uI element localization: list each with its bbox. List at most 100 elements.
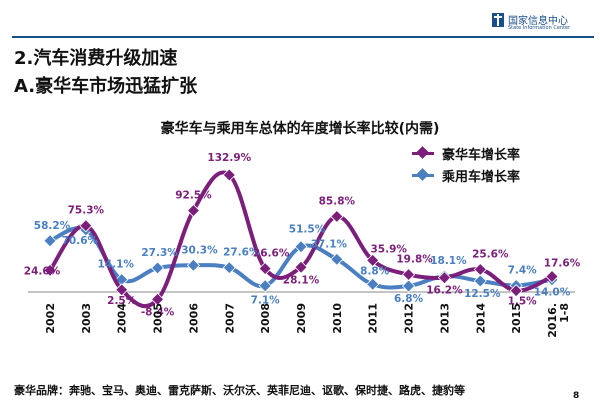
- passenger-point-3: [151, 261, 165, 275]
- footnote-luxury-brands: 豪华品牌：奔驰、宝马、奥迪、雷克萨斯、沃尔沃、英菲尼迪、讴歌、保时捷、路虎、捷豹…: [14, 384, 465, 397]
- x-tick-text-5-0: 2007: [223, 303, 236, 334]
- x-tick-text-10-0: 2012: [403, 303, 416, 334]
- header-divider: [12, 36, 594, 38]
- luxury-point-2: [115, 283, 129, 297]
- logo-english-text: State Information Center: [508, 25, 571, 31]
- x-tick-text-13-0: 2015: [510, 303, 523, 334]
- luxury-point-9: [366, 253, 380, 267]
- passenger-point-12: [473, 274, 487, 288]
- passenger-point-6: [258, 279, 272, 293]
- x-tick-label-5: 2007: [223, 303, 236, 334]
- page-number: 8: [573, 391, 580, 401]
- subsection-heading: A.豪华车市场迅猛扩张: [14, 76, 198, 97]
- luxury-point-10: [402, 268, 416, 282]
- x-tick-text-2-0: 2004: [116, 303, 129, 334]
- x-tick-label-3: 2005: [152, 303, 165, 334]
- x-tick-label-0: 2002: [44, 303, 57, 334]
- luxury-data-label-0: 24.6%: [24, 265, 61, 277]
- luxury-point-3: [151, 292, 165, 306]
- chart-legend: 豪华车增长率 乘用车增长率: [412, 144, 572, 188]
- x-tick-text-14-1: 1-8: [558, 303, 571, 323]
- passenger-data-label-0: 58.2%: [34, 220, 71, 232]
- luxury-point-1: [79, 219, 93, 233]
- x-tick-label-13: 2015: [510, 303, 523, 334]
- x-tick-label-7: 2009: [295, 303, 308, 334]
- passenger-data-label-4: 30.3%: [181, 244, 218, 256]
- passenger-data-label-9: 8.8%: [360, 265, 390, 277]
- luxury-point-7: [294, 260, 308, 274]
- passenger-point-4: [186, 258, 200, 272]
- x-tick-label-14: 2016. 1-8: [546, 303, 571, 338]
- passenger-data-label-3: 27.3%: [141, 247, 178, 259]
- logo-mark-icon: [492, 13, 504, 27]
- x-tick-label-9: 2011: [367, 303, 380, 334]
- luxury-point-11: [437, 271, 451, 285]
- passenger-point-10: [402, 279, 416, 293]
- luxury-series-line: [48, 170, 553, 309]
- x-tick-label-8: 2010: [331, 303, 344, 334]
- luxury-point-6: [258, 262, 272, 276]
- luxury-data-label-6: 26.6%: [253, 248, 290, 260]
- legend-item-luxury: 豪华车增长率: [412, 144, 572, 166]
- x-tick-label-1: 2003: [80, 303, 93, 334]
- luxury-data-label-9: 35.9%: [370, 243, 407, 255]
- legend-item-passenger: 乘用车增长率: [412, 166, 572, 188]
- luxury-point-13: [509, 284, 523, 298]
- luxury-data-label-10: 19.8%: [396, 254, 433, 266]
- legend-marker-passenger: [416, 168, 429, 181]
- luxury-data-label-7: 28.1%: [283, 274, 320, 286]
- luxury-point-14: [545, 269, 559, 284]
- x-tick-text-9-0: 2011: [367, 303, 380, 334]
- luxury-data-label-3: -8.4%: [141, 306, 175, 318]
- x-tick-text-1-0: 2003: [80, 303, 93, 334]
- x-tick-label-10: 2012: [403, 303, 416, 334]
- passenger-data-label-1: 70.6%: [62, 235, 99, 247]
- passenger-point-0: [43, 234, 57, 248]
- passenger-data-label-14: 14.0%: [534, 287, 571, 299]
- passenger-point-9: [366, 277, 380, 291]
- passenger-data-label-5: 27.6%: [223, 247, 260, 259]
- x-tick-label-12: 2014: [474, 303, 487, 334]
- passenger-data-label-11: 18.1%: [430, 255, 467, 267]
- luxury-point-5: [222, 168, 236, 182]
- passenger-data-label-12: 12.5%: [464, 288, 501, 300]
- luxury-data-label-1: 75.3%: [68, 205, 105, 217]
- legend-label-luxury: 豪华车增长率: [442, 148, 521, 163]
- passenger-data-label-13: 7.4%: [508, 264, 538, 276]
- passenger-data-label-10: 6.8%: [394, 293, 424, 305]
- luxury-point-0: [43, 263, 57, 277]
- passenger-data-label-6: 7.1%: [251, 295, 281, 307]
- luxury-point-4: [186, 204, 200, 218]
- legend-marker-luxury: [416, 146, 429, 159]
- passenger-data-label-2: 14.1%: [97, 259, 134, 271]
- x-tick-text-11-0: 2013: [438, 303, 451, 334]
- luxury-data-label-12: 25.6%: [472, 248, 509, 260]
- x-tick-label-6: 2008: [259, 303, 272, 334]
- section-heading: 2.汽车消费升级加速: [14, 48, 178, 69]
- x-tick-text-4-0: 2006: [187, 303, 200, 334]
- legend-label-passenger: 乘用车增长率: [442, 170, 521, 185]
- x-tick-text-6-0: 2008: [259, 303, 272, 334]
- luxury-data-label-4: 92.5%: [175, 190, 212, 202]
- passenger-data-label-7: 51.5%: [289, 224, 326, 236]
- luxury-data-label-14: 17.6%: [544, 258, 581, 270]
- luxury-point-8: [330, 209, 344, 224]
- luxury-data-label-11: 16.2%: [426, 285, 463, 297]
- x-tick-label-11: 2013: [438, 303, 451, 334]
- x-tick-text-14-0: 2016.: [546, 303, 559, 338]
- luxury-data-label-2: 2.5%: [107, 295, 137, 307]
- x-tick-text-12-0: 2014: [474, 303, 487, 334]
- passenger-point-8: [330, 252, 344, 266]
- x-tick-text-7-0: 2009: [295, 303, 308, 334]
- luxury-data-label-13: 1.5%: [508, 296, 538, 308]
- passenger-data-label-8: 37.1%: [311, 238, 348, 250]
- luxury-data-label-5: 132.9%: [207, 152, 251, 164]
- luxury-point-12: [473, 262, 487, 277]
- x-tick-label-4: 2006: [187, 303, 200, 334]
- x-tick-label-2: 2004: [116, 303, 129, 334]
- x-tick-text-0-0: 2002: [44, 303, 57, 334]
- luxury-data-label-8: 85.8%: [319, 195, 356, 207]
- passenger-point-5: [222, 261, 236, 275]
- state-information-center-logo: 国家信息中心 State Information Center: [492, 12, 592, 34]
